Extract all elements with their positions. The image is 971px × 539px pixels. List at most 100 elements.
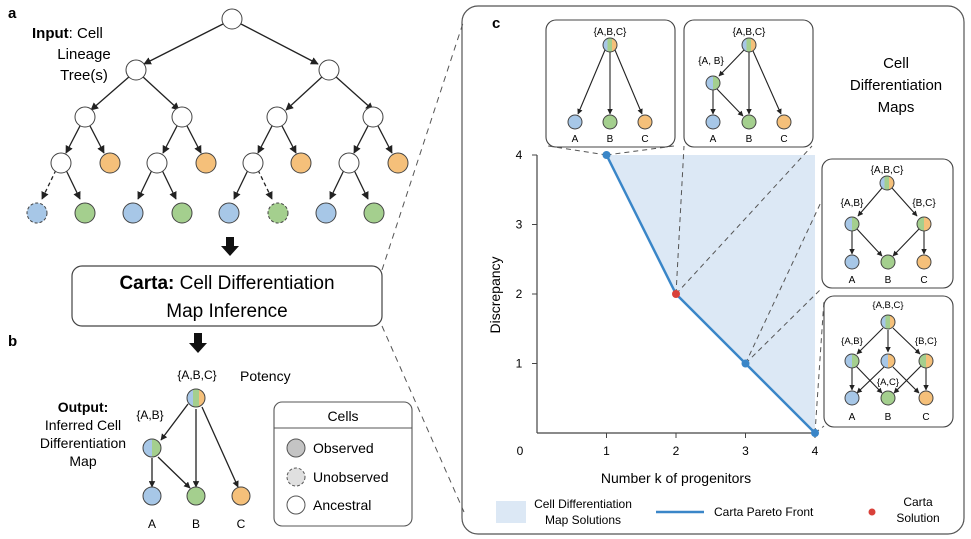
lineage-tree [41, 23, 393, 200]
map-3-leaf-b: B [885, 275, 892, 286]
map-b-edges [148, 403, 239, 489]
legend-line-label: Carta Pareto Front [714, 505, 814, 519]
connector-line [675, 145, 685, 295]
map-b-mid-label: {A,B} [136, 408, 163, 422]
x-tick-label-3: 3 [742, 444, 749, 458]
legend-dot-line2: Solution [896, 511, 939, 525]
pareto-points [602, 151, 819, 437]
zoom-line-top [381, 19, 465, 271]
map-b-leaf-c: C [237, 517, 246, 531]
maps-title-line1: Cell [883, 55, 909, 72]
down-arrow-icon [221, 237, 239, 256]
output-label-line2: Inferred Cell [45, 417, 121, 433]
map-2: {A,B,C} {A, B} A B C [683, 19, 814, 148]
down-arrow-icon [189, 333, 207, 353]
map-1: {A,B,C} A B C [545, 19, 676, 148]
legend-ancestral: Ancestral [313, 497, 371, 513]
chart-legend: Cell Differentiation Map Solutions Carta… [496, 495, 940, 527]
map-4-mid-right-label: {B,C} [915, 336, 937, 347]
legend-shade-line2: Map Solutions [545, 513, 621, 527]
map-2-leaf-a: A [710, 134, 717, 145]
panel-a: a Input: Cell Lineage Tree(s) [8, 5, 409, 224]
cells-legend-title: Cells [327, 408, 358, 424]
x-tick-label-1: 1 [603, 444, 610, 458]
ancestral-swatch [286, 495, 306, 515]
y-tick-label-2: 2 [516, 287, 523, 301]
panel-a-letter: a [8, 5, 17, 22]
legend-unobserved: Unobserved [313, 469, 389, 485]
pareto-point [811, 429, 819, 437]
pareto-front-line [605, 154, 816, 434]
map-b-nodes [142, 388, 251, 506]
y-axis-label: Discrepancy [487, 256, 503, 333]
pareto-chart: 1 2 3 4 1 2 3 4 Discrepancy Number k of progeni… [487, 145, 825, 486]
connector-line [814, 299, 825, 434]
map-3-root-label: {A,B,C} [871, 165, 904, 176]
map-4-leaf-c: C [922, 412, 929, 423]
connector-line [745, 199, 823, 364]
map-4-leaf-a: A [849, 412, 856, 423]
map-1-leaf-c: C [641, 134, 648, 145]
legend-dot-line1: Carta [903, 495, 933, 509]
y-tick-label-4: 4 [516, 148, 523, 162]
connector-line [547, 145, 607, 156]
maps-title-line2: Differentiation [850, 77, 942, 94]
legend-shade-swatch [496, 501, 526, 523]
map-4-leaf-b: B [885, 412, 892, 423]
carta-box-line1: Carta: Cell Differentiation [119, 273, 334, 294]
y-tick-label-1: 1 [516, 357, 523, 371]
observed-swatch [286, 438, 306, 458]
connector-line [675, 145, 813, 295]
maps-title-line3: Maps [878, 99, 915, 116]
map-2-leaf-c: C [780, 134, 787, 145]
map-4-mid-center-label: {A,C} [877, 377, 899, 388]
cells-legend: Cells Observed Unobserved Ancestral [273, 401, 413, 527]
map-b-leaf-b: B [192, 517, 200, 531]
map-4-mid-left-label: {A,B} [841, 336, 863, 347]
map-b-root-label: {A,B,C} [177, 368, 216, 382]
panel-c-letter: c [492, 15, 500, 32]
potency-label: Potency [240, 368, 291, 384]
zoom-line-bottom [381, 325, 465, 513]
lineage-tree-nodes [26, 8, 409, 224]
map-1-root-label: {A,B,C} [594, 27, 627, 38]
pareto-point [741, 359, 750, 368]
output-label-line1: Output: [58, 399, 109, 415]
solution-region [606, 155, 815, 433]
x-tick-label-4: 4 [812, 444, 819, 458]
output-label-line4: Map [69, 453, 96, 469]
map-3-leaf-c: C [920, 275, 927, 286]
input-label-line3: Tree(s) [60, 67, 108, 84]
map-2-mid-label: {A, B} [698, 56, 724, 67]
map-2-leaf-b: B [746, 134, 753, 145]
pareto-point [602, 151, 611, 159]
legend-dot-swatch [868, 508, 876, 516]
map-4: {A,B,C} {A,B} {B,C} {A,C} [823, 295, 954, 428]
panel-b: b Output: Inferred Cell Differentiation … [8, 333, 291, 531]
x-tick-label-2: 2 [673, 444, 680, 458]
legend-shade-line1: Cell Differentiation [534, 497, 632, 511]
input-label-line1: Input: Cell [32, 25, 103, 42]
map-1-leaf-a: A [572, 134, 579, 145]
legend-observed: Observed [313, 440, 374, 456]
output-label-line3: Differentiation [40, 435, 126, 451]
panel-c: c Cell Differentiation Maps {A,B,C} A B [381, 5, 965, 535]
map-1-leaf-b: B [607, 134, 614, 145]
carta-solution-point [672, 290, 680, 298]
map-b-leaf-a: A [148, 517, 156, 531]
map-3-mid-left-label: {A,B} [841, 198, 864, 209]
carta-box-line2: Map Inference [166, 301, 287, 322]
panel-b-letter: b [8, 333, 17, 350]
origin-label: 0 [517, 444, 524, 458]
map-3-leaf-a: A [849, 275, 856, 286]
axis-ticks: 1 2 3 4 1 2 3 4 [516, 148, 819, 458]
map-4-root-label: {A,B,C} [872, 300, 903, 311]
carta-box: Carta: Cell Differentiation Map Inferenc… [71, 265, 383, 327]
map-3: {A,B,C} {A,B} {B,C} A B C [821, 158, 954, 289]
y-tick-label-3: 3 [516, 218, 523, 232]
unobserved-swatch [286, 467, 306, 487]
connector-line [606, 145, 675, 156]
map-2-root-label: {A,B,C} [733, 27, 766, 38]
map-3-mid-right-label: {B,C} [912, 198, 936, 209]
input-label-line2: Lineage [57, 46, 110, 63]
